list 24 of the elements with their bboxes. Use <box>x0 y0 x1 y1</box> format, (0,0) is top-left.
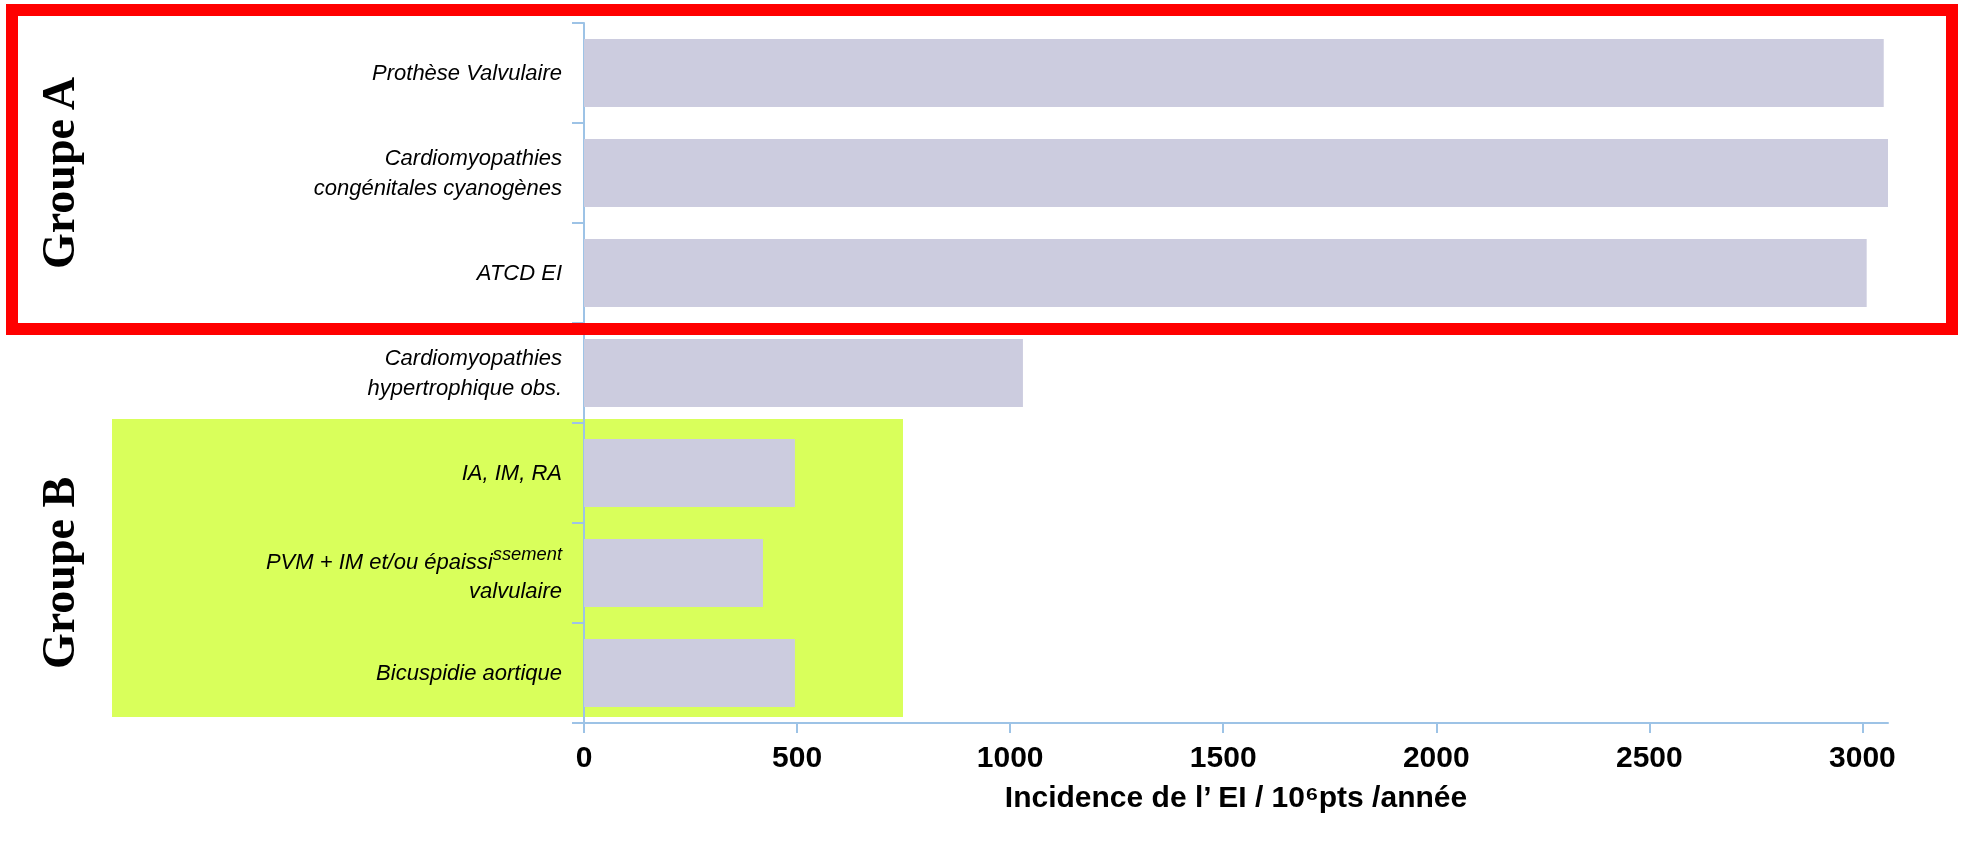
x-tick-label: 1000 <box>976 739 1044 773</box>
x-tick-label: 2500 <box>1615 739 1683 773</box>
y-tick-label: IA, IM, RA <box>461 459 562 487</box>
x-tick-label: 0 <box>575 739 593 773</box>
x-tick-label: 500 <box>772 739 823 773</box>
text: Groupe A <box>32 76 84 270</box>
y-tick-label: ATCD EI <box>476 259 562 287</box>
x-axis-title: Incidence de l’ EI / 10⁶pts /année <box>1004 779 1468 813</box>
y-tick-label: PVM + IM et/ou épaissi$^{ssement}$ valvulaire <box>265 542 562 606</box>
y-tick-label: Prothèse Valvulaire <box>372 59 562 87</box>
bar <box>584 439 795 507</box>
y-tick-label: Cardiomyopathies hypertrophique obs. <box>367 344 562 402</box>
bar <box>584 39 1884 107</box>
bar <box>584 239 1867 307</box>
x-tick-label: 3000 <box>1829 739 1896 773</box>
bar <box>584 139 1888 207</box>
y-tick-label: Cardiomyopathies congénitales cyanogènes <box>313 144 562 202</box>
text: Groupe B <box>32 476 84 670</box>
x-tick-label: 1500 <box>1189 739 1257 773</box>
bar <box>584 639 795 707</box>
x-tick-label: 2000 <box>1402 739 1470 773</box>
bar <box>584 339 1023 407</box>
bar <box>584 539 763 607</box>
y-tick-label: Bicuspidie aortique <box>376 659 562 687</box>
